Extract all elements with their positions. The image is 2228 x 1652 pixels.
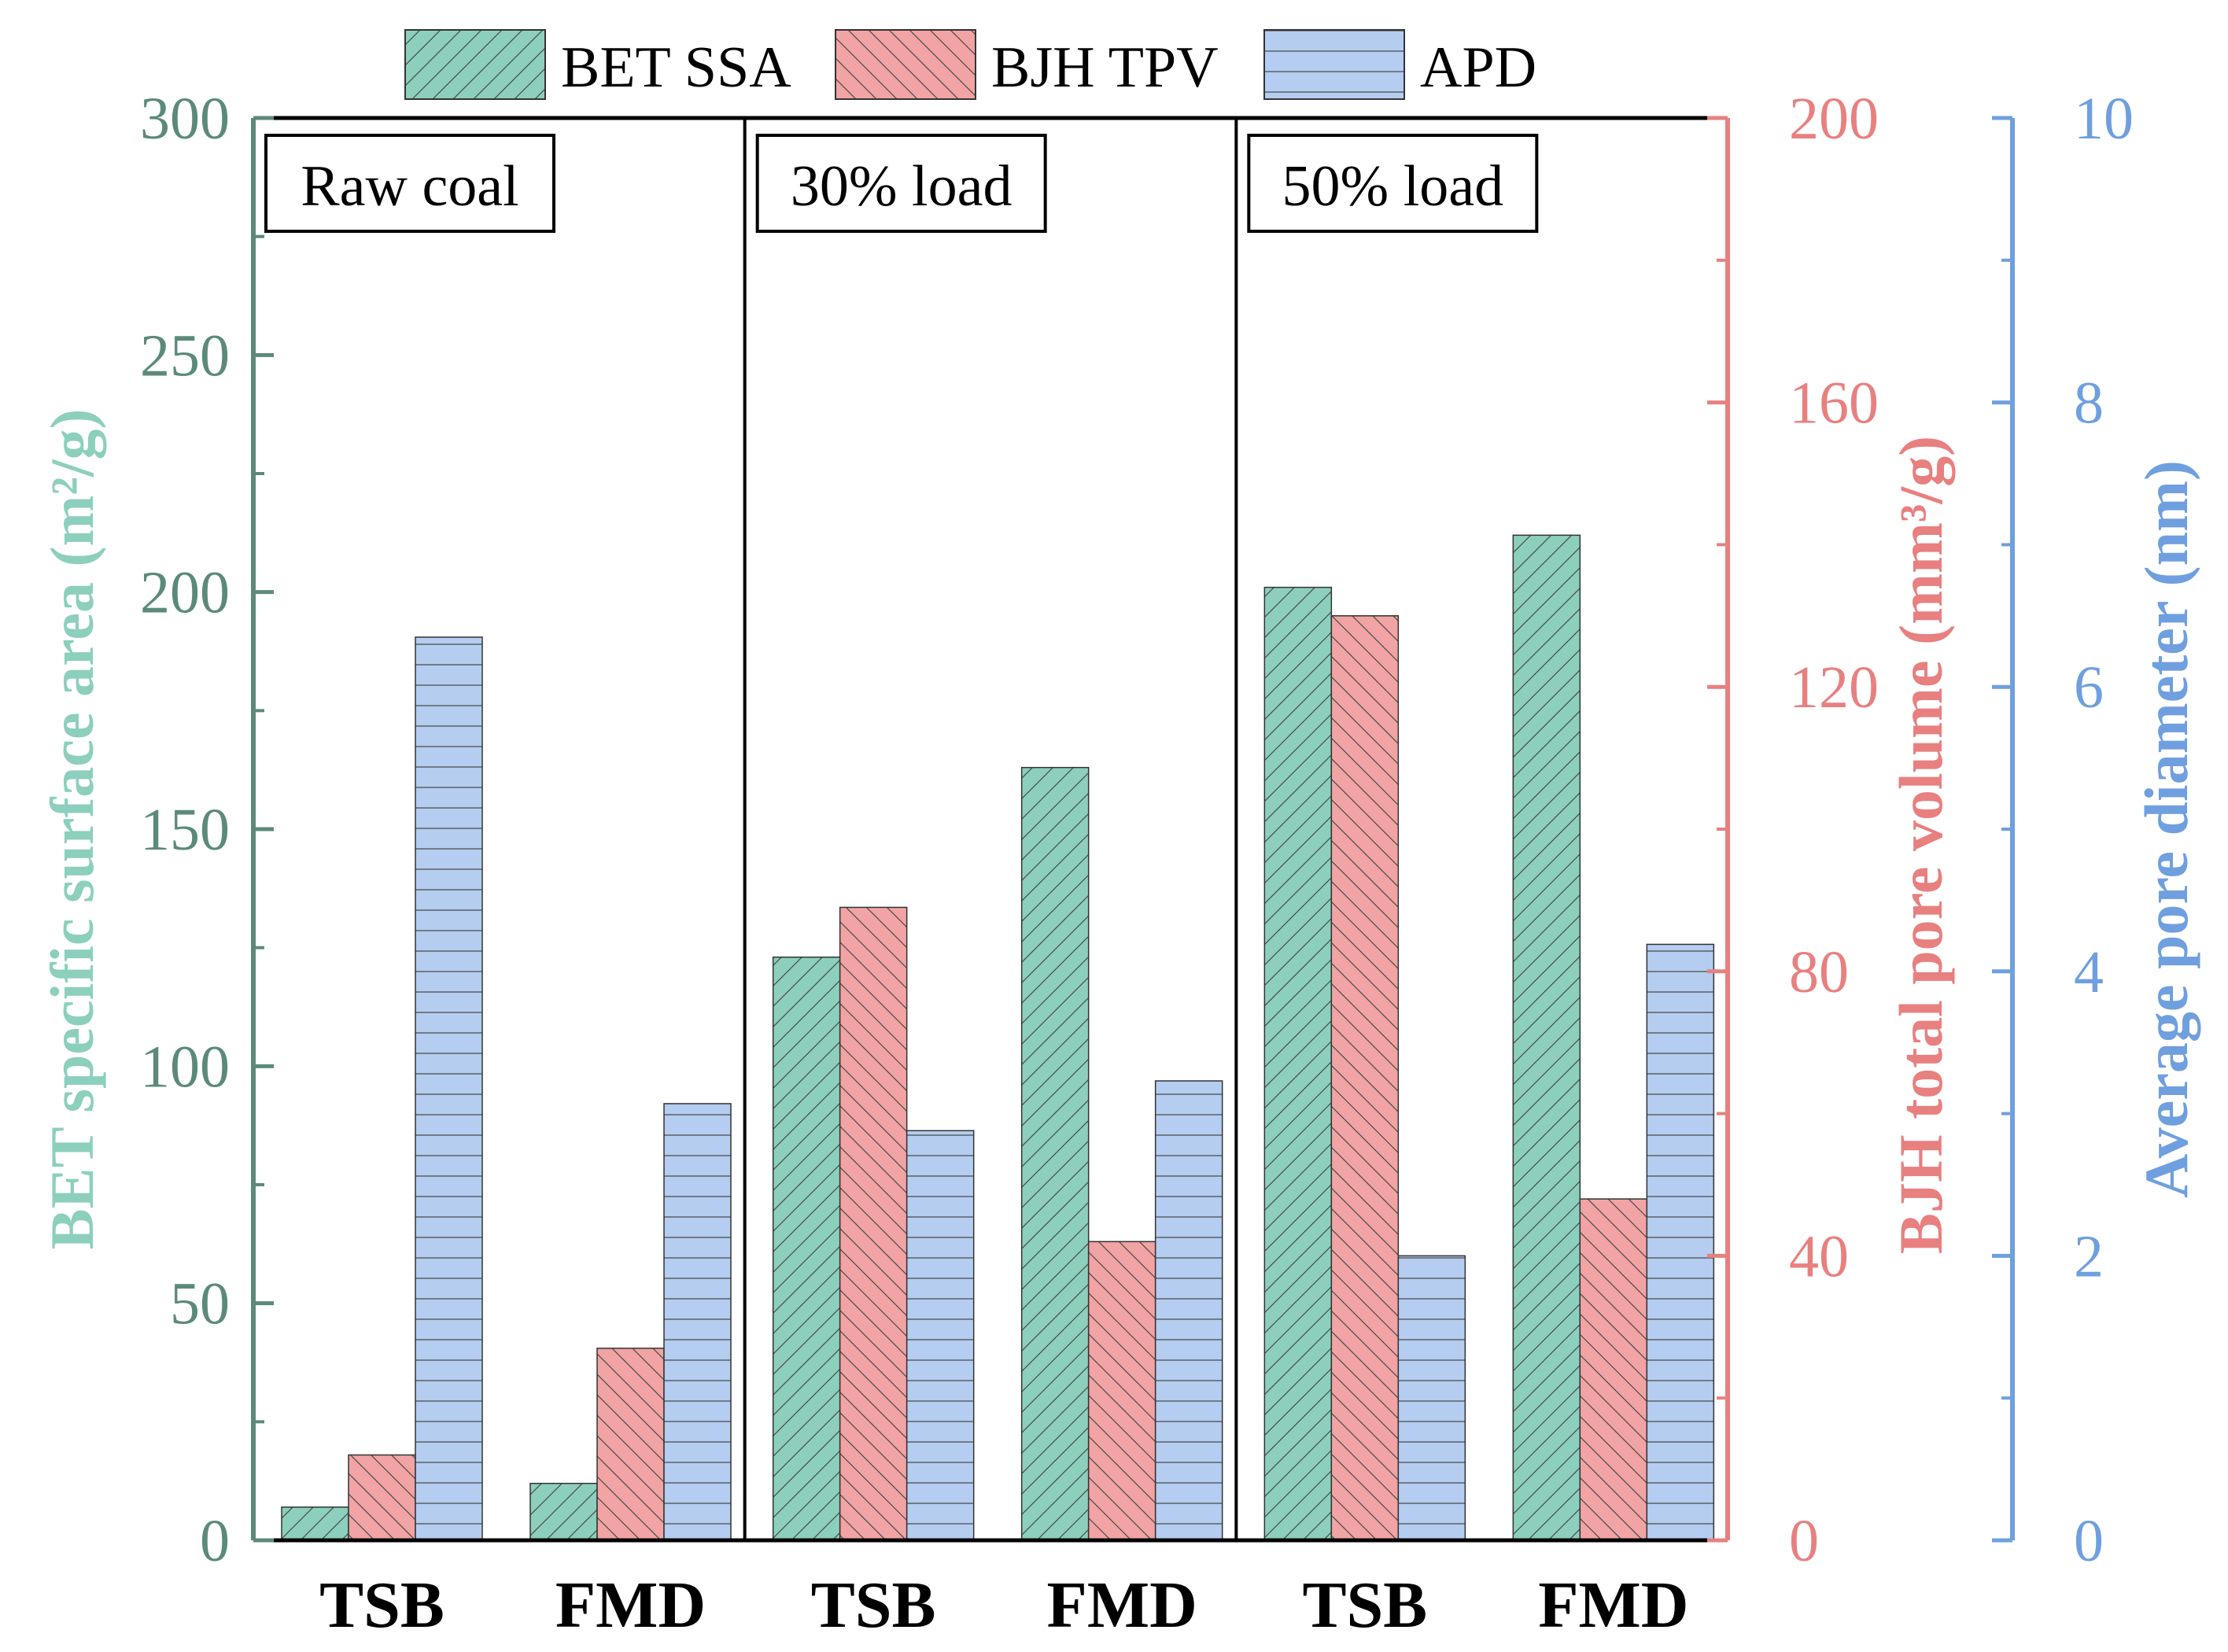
x-tick-label-4: TSB — [1302, 1569, 1427, 1642]
x-tick-label-2: TSB — [811, 1569, 936, 1642]
x-tick-label-0: TSB — [319, 1569, 444, 1642]
group-label-1: 30% load — [791, 154, 1013, 219]
right1-axis-title: BJH total pore volume (mm³/g) — [1887, 436, 1955, 1254]
legend-swatch-0 — [404, 29, 546, 100]
bar-apd-2 — [906, 1130, 975, 1541]
bar-bjh-tpv-1 — [596, 1348, 665, 1541]
right2-axis-title: Average pore diameter (nm) — [2132, 460, 2200, 1198]
bar-bet-ssa-2 — [772, 956, 841, 1541]
left-tick-label-0: 0 — [200, 1508, 230, 1574]
left-tick-label-3: 150 — [140, 797, 230, 863]
left-tick-label-5: 250 — [140, 323, 230, 389]
bar-bjh-tpv-3 — [1087, 1241, 1156, 1541]
group-label-box-0 — [264, 134, 555, 233]
right2-tick-label-3: 6 — [2074, 655, 2104, 721]
right1-tick-label-5: 200 — [1789, 86, 1879, 152]
x-tick-label-1: FMD — [555, 1569, 706, 1642]
bar-bjh-tpv-5 — [1579, 1198, 1648, 1541]
bar-apd-0 — [415, 636, 483, 1541]
left-tick-label-1: 50 — [170, 1271, 230, 1337]
bar-bet-ssa-4 — [1263, 586, 1333, 1541]
right2-tick-label-1: 2 — [2074, 1223, 2104, 1289]
right1-tick-label-3: 120 — [1789, 655, 1879, 721]
bar-apd-3 — [1154, 1080, 1223, 1541]
legend-swatch-1 — [835, 29, 976, 100]
x-tick-label-3: FMD — [1047, 1569, 1197, 1642]
bar-bet-ssa-1 — [529, 1482, 598, 1541]
group-label-0: Raw coal — [301, 154, 518, 219]
left-tick-label-4: 200 — [140, 560, 230, 626]
bar-apd-5 — [1646, 943, 1715, 1541]
bar-bjh-tpv-2 — [839, 906, 908, 1541]
legend-label-2: APD — [1420, 35, 1536, 100]
right1-tick-label-4: 160 — [1789, 371, 1879, 437]
left-tick-label-6: 300 — [140, 86, 230, 152]
right1-tick-label-0: 0 — [1789, 1508, 1819, 1574]
group-label-2: 50% load — [1282, 154, 1504, 219]
right2-tick-label-5: 10 — [2074, 86, 2134, 152]
right1-tick-label-1: 40 — [1789, 1223, 1849, 1289]
right2-tick-label-2: 4 — [2074, 939, 2104, 1005]
bar-bjh-tpv-4 — [1330, 615, 1400, 1541]
right2-tick-label-0: 0 — [2074, 1508, 2104, 1574]
bar-bjh-tpv-0 — [348, 1454, 416, 1541]
bar-apd-4 — [1397, 1255, 1466, 1541]
left-tick-label-2: 100 — [140, 1034, 230, 1100]
bar-bet-ssa-0 — [281, 1506, 349, 1541]
group-label-box-2 — [1247, 134, 1539, 233]
bar-bet-ssa-3 — [1020, 766, 1090, 1541]
x-tick-label-5: FMD — [1538, 1569, 1688, 1642]
left-axis-title: BET specific surface area (m²/g) — [38, 409, 106, 1250]
legend-label-0: BET SSA — [561, 35, 791, 100]
legend-label-1: BJH TPV — [991, 35, 1219, 100]
group-label-box-1 — [755, 134, 1047, 233]
bar-apd-1 — [663, 1103, 732, 1541]
right2-tick-label-4: 8 — [2074, 371, 2104, 437]
right1-tick-label-2: 80 — [1789, 939, 1849, 1005]
bar-bet-ssa-5 — [1512, 534, 1581, 1541]
legend-swatch-2 — [1263, 29, 1405, 100]
